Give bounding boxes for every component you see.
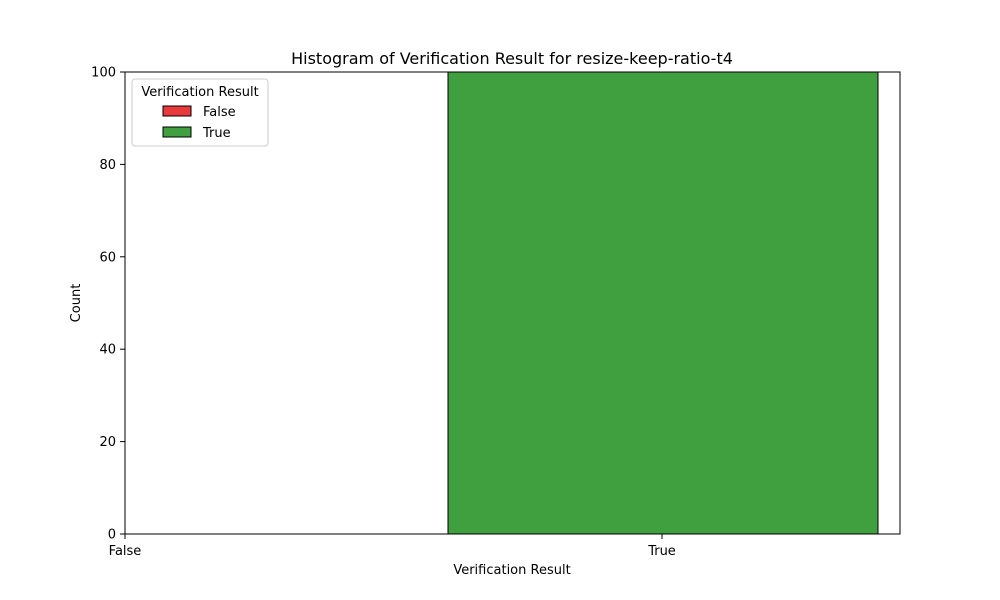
y-tick-label: 40 <box>99 343 116 358</box>
y-tick-label: 60 <box>99 250 116 265</box>
y-tick-label: 20 <box>99 435 116 450</box>
legend-label-false: False <box>203 105 236 120</box>
x-axis-label: Verification Result <box>453 563 570 578</box>
y-tick-label: 80 <box>99 158 116 173</box>
bars-layer <box>447 71 879 535</box>
legend-label-true: True <box>202 126 231 141</box>
y-axis-label: Count <box>69 284 84 323</box>
y-tick-label: 100 <box>91 66 116 81</box>
chart-title: Histogram of Verification Result for res… <box>291 49 733 68</box>
legend-title: Verification Result <box>141 85 258 100</box>
legend-swatch-true <box>162 126 192 138</box>
bar-true-true <box>447 71 879 535</box>
y-tick-label: 0 <box>108 528 116 543</box>
legend-swatch-false <box>162 105 192 117</box>
x-tick-label: False <box>109 544 142 559</box>
y-axis: 0 20 40 60 80 100 <box>91 66 125 543</box>
legend: Verification Result False True <box>131 78 269 147</box>
x-axis: False True <box>109 534 676 559</box>
plot-frame <box>124 71 901 535</box>
x-tick-label: True <box>647 544 676 559</box>
